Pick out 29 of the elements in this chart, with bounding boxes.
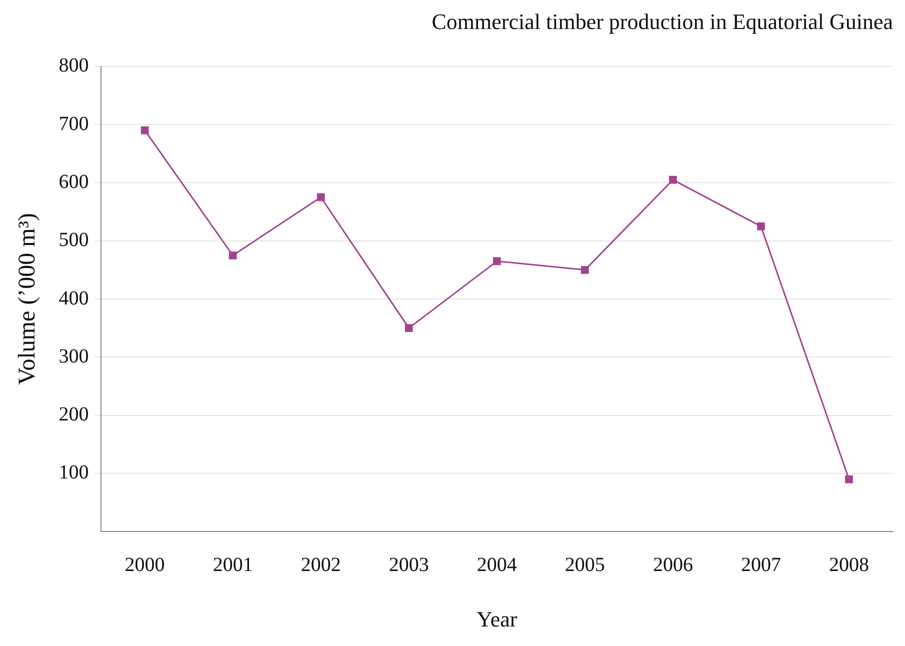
- point: [140, 126, 149, 134]
- x-tick-label: 2008: [828, 554, 869, 576]
- x-tick-label: 2000: [124, 554, 165, 576]
- y-tick-label: 500: [58, 229, 89, 252]
- x-tick-label: 2002: [300, 554, 341, 576]
- point: [757, 222, 765, 230]
- point: [228, 251, 237, 260]
- chart-title: Commercial timber production in Equatorial Guinea: [432, 8, 894, 34]
- x-tick-label: 2005: [564, 554, 605, 576]
- point: [316, 193, 325, 202]
- point: [580, 266, 589, 274]
- x-tick-label: 2003: [388, 554, 429, 576]
- x-tick-label: 2007: [740, 554, 781, 576]
- y-tick-label: 400: [58, 287, 89, 310]
- y-tick-label: 700: [58, 112, 89, 135]
- y-tick-label: 200: [58, 404, 89, 426]
- point: [492, 257, 501, 266]
- y-axis-title: Volume (’000 m³): [14, 212, 41, 386]
- point: [404, 324, 413, 332]
- point: [669, 176, 677, 184]
- y-tick-label: 100: [58, 462, 89, 484]
- point: [845, 475, 853, 484]
- y-tick-label: 300: [58, 345, 89, 368]
- y-tick-label: 800: [58, 54, 89, 77]
- y-tick-label: 600: [58, 170, 89, 193]
- x-tick-label: 2006: [652, 554, 693, 576]
- x-tick-label: 2001: [212, 554, 253, 576]
- x-tick-label: 2004: [476, 554, 517, 576]
- x-axis-title: Year: [476, 606, 518, 632]
